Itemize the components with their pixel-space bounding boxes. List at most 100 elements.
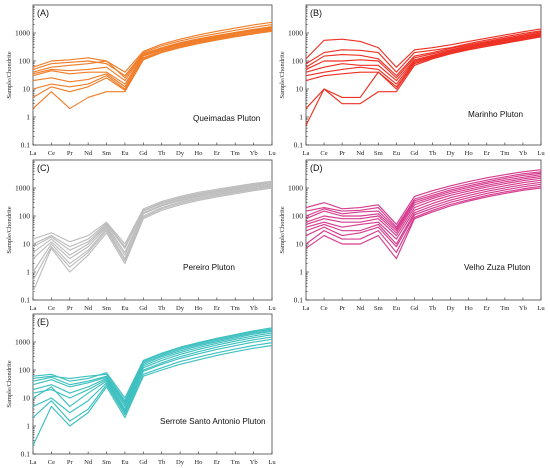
panel-a-series-7 [32,29,273,90]
panel-c-x-tick-label-lu: Lu [268,305,276,312]
panel-a-x-tick-label-la: La [30,150,37,157]
panel-a-x-tick-label-sm: Sm [102,150,112,157]
panel-e-series-10 [32,344,273,446]
panel-a-y-tick-label: 100 [19,57,31,66]
panel-a-x-tick-label-nd: Nd [84,150,93,157]
panel-a-y-tick-label: 1000 [15,29,30,38]
panel-b-series-8 [305,35,542,109]
panel-d-series-5 [305,175,542,234]
panel-e-x-tick-label-ce: Ce [48,459,55,466]
panel-b-x-tick-label-la: La [303,150,310,157]
panel-b-x-tick-label-ho: Ho [465,150,474,157]
panel-a-x-tick-label-er: Er [214,150,221,157]
panel-a-x-tick-label-ho: Ho [194,150,203,157]
panel-b-series-7 [305,34,542,88]
panel-b-x-tick-label-sm: Sm [374,150,384,157]
panel-a-series-1 [32,21,273,73]
panel-a-series-6 [32,28,273,88]
panel-e-y-tick-label: 10 [23,394,31,403]
panel-e-x-tick-label-pr: Pr [67,459,74,466]
panel-b-y-tick-label: 1 [299,113,303,122]
panel-d-y-tick-label: 0.1 [294,296,304,305]
panel-b-series-2 [305,30,542,73]
panel-a-x-tick-label-tm: Tm [231,150,241,157]
panel-a-y-tick-label: 1 [26,113,30,122]
panel-c-pluton-label: Pereiro Pluton [183,263,235,272]
panel-b-x-tick-label-nd: Nd [356,150,365,157]
panel-c-series-8 [32,187,273,292]
panel-a-x-tick-label-dy: Dy [176,150,185,157]
panel-c-series-2 [32,181,273,248]
panel-a-series-2 [32,24,273,77]
panel-d-x-tick-label-gd: Gd [410,305,419,312]
panel-c-series-7 [32,186,273,281]
panel-d-y-tick-label: 1 [299,268,303,277]
panel-b-series-6 [305,33,542,85]
panel-d-series-11 [305,187,542,260]
panel-b-x-tick-label-ce: Ce [320,150,327,157]
panel-e-x-tick-label-dy: Dy [176,459,185,466]
panel-e-series-8 [32,338,273,414]
panel-e-series-4 [32,330,273,405]
panel-c-x-tick-label-eu: Eu [121,305,129,312]
panel-b-series-1 [305,28,542,68]
panel-e-y-axis-label: Sample/Chondrite [6,360,13,407]
panel-c-x-tick-label-la: La [30,305,37,312]
panel-c-x-tick-label-ce: Ce [48,305,55,312]
panel-d-series-3 [305,172,542,230]
panel-e-x-tick-label-eu: Eu [121,459,129,466]
panel-c-x-tick-label-pr: Pr [67,305,74,312]
panel-e-x-tick-label-gd: Gd [139,459,148,466]
panel-b-x-tick-label-gd: Gd [410,150,419,157]
panel-e-x-tick-label-tb: Tb [158,459,166,466]
panel-e-series-5 [32,332,273,408]
panel-e-series-2 [32,328,273,402]
panel-b-panel-label: (B) [310,8,322,18]
panel-a-panel-label: (A) [37,8,49,18]
panel-a-y-tick-label: 0.1 [21,141,31,150]
panel-d-panel-label: (D) [310,163,323,173]
panel-b-plot-frame [305,4,542,146]
panel-c-x-tick-label-tb: Tb [158,305,166,312]
panel-c-x-tick-label-gd: Gd [139,305,148,312]
panel-b-y-tick-label: 0.1 [294,141,304,150]
panel-d-series-4 [305,174,542,232]
panel-e-x-tick-label-nd: Nd [84,459,93,466]
panel-d-x-tick-label-tm: Tm [500,305,510,312]
panel-e-plot-frame [32,313,273,455]
panel-b-y-tick-label: 100 [292,57,304,66]
panel-d-series-9 [305,183,542,248]
panel-e-series-9 [32,342,273,422]
panel-c-y-axis-label: Sample/Chondrite [6,206,13,253]
panel-d-series-10 [305,185,542,254]
panel-d-pluton-label: Velho Zuza Pluton [464,263,531,272]
panel-c-x-tick-label-dy: Dy [176,305,185,312]
panel-b-y-tick-label: 1000 [288,29,303,38]
panel-e-x-tick-label-la: La [30,459,37,466]
panel-b-series-5 [305,33,542,82]
panel-e-x-tick-label-ho: Ho [194,459,203,466]
panel-b-y-tick-label: 10 [296,85,304,94]
panel-e-x-tick-label-yb: Yb [250,459,259,466]
panel-c-y-tick-label: 1000 [15,184,30,193]
panel-a-plot-frame [32,4,273,146]
panel-d-x-tick-label-er: Er [484,305,491,312]
panel-a-series-4 [32,26,273,82]
panel-d-x-tick-label-dy: Dy [447,305,456,312]
panel-c-x-tick-label-yb: Yb [250,305,259,312]
panel-b-series-9 [305,36,542,126]
panel-a-x-tick-label-pr: Pr [67,150,74,157]
panel-a-series-5 [32,27,273,85]
panel-c-panel-label: (C) [37,163,50,173]
panel-d-series-6 [305,177,542,237]
panel-d-x-tick-label-nd: Nd [356,305,365,312]
panel-b-x-tick-label-eu: Eu [393,150,401,157]
panel-e-panel-label: (E) [37,317,49,327]
panel-e-series-7 [32,336,273,412]
panel-d-y-tick-label: 10 [296,240,304,249]
panel-c-series-5 [32,184,273,260]
panel-e-x-tick-label-sm: Sm [102,459,112,466]
panel-c-x-tick-label-er: Er [214,305,221,312]
panel-c-series-6 [32,185,273,273]
